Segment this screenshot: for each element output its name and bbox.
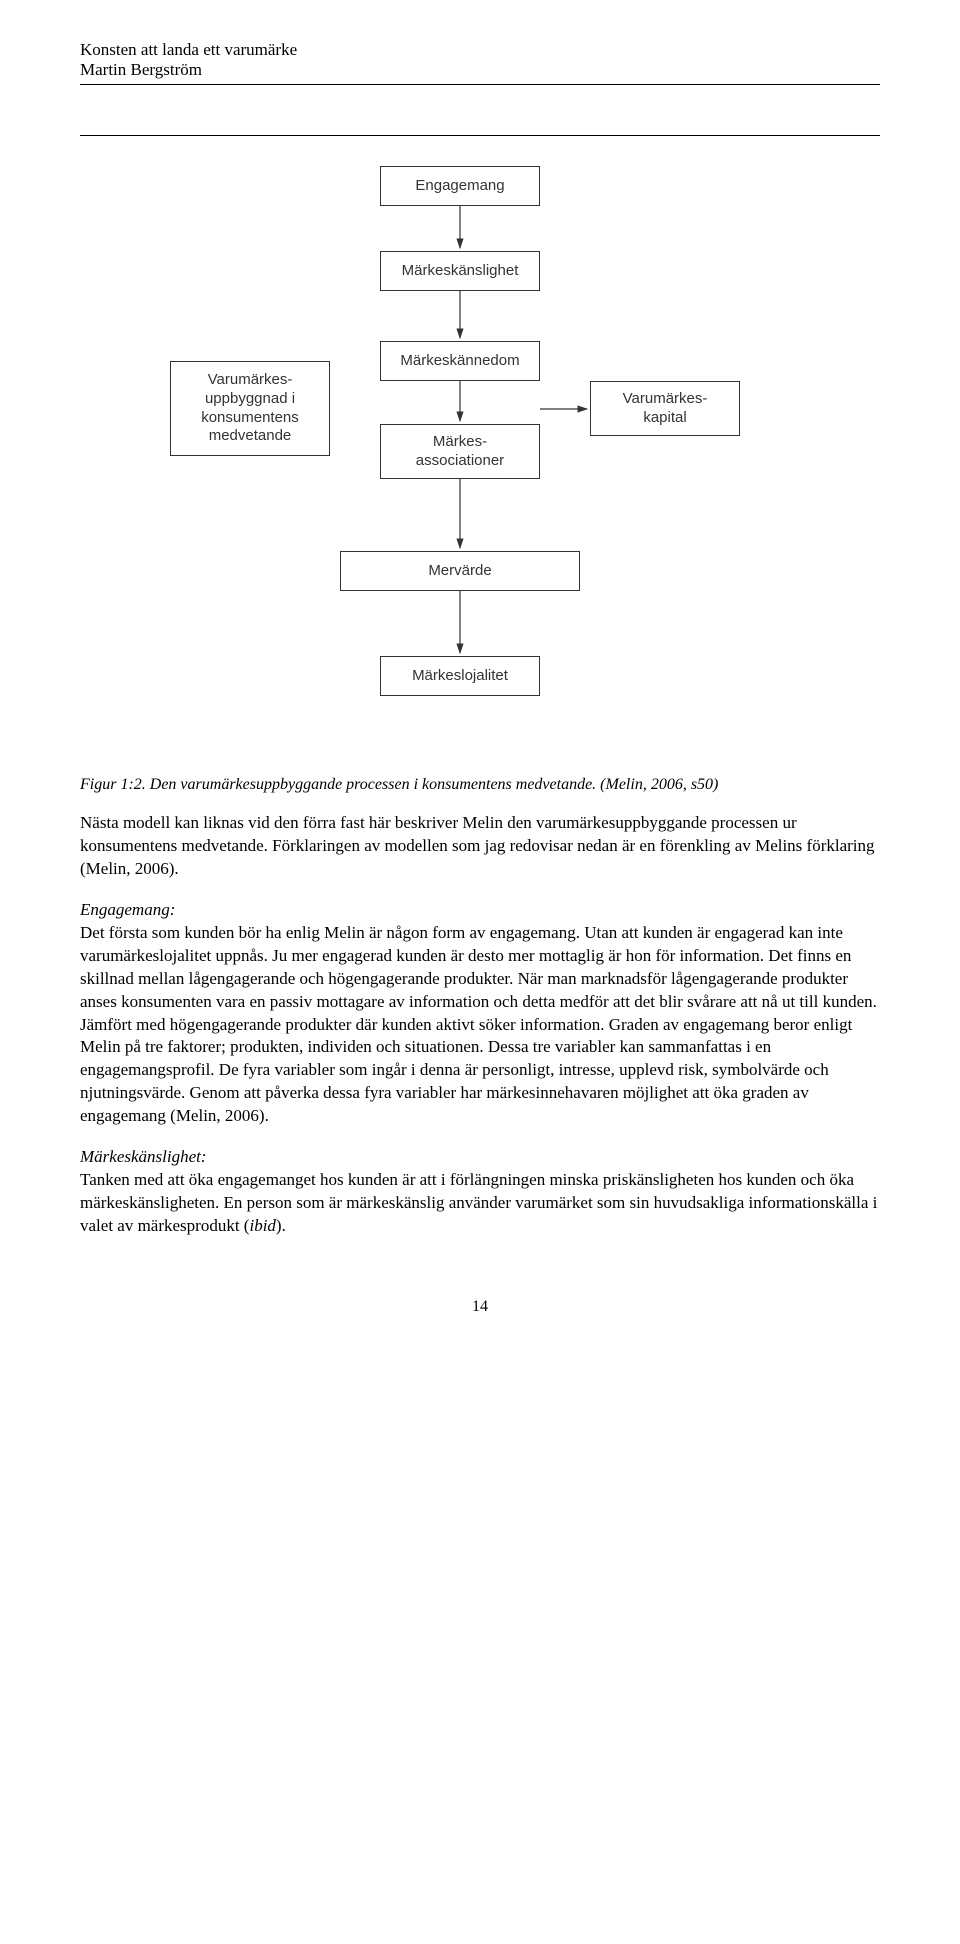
page-number: 14 (80, 1298, 880, 1316)
box-label: Märkeskänslighet (402, 262, 519, 281)
paragraph: Det första som kunden bör ha enlig Melin… (80, 922, 880, 1128)
box-markeskanslighet: Märkeskänslighet (380, 251, 540, 291)
figure-caption: Figur 1:2. Den varumärkesuppbyggande pro… (80, 776, 880, 794)
paragraph: Tanken med att öka engagemanget hos kund… (80, 1169, 880, 1238)
top-rule (80, 135, 880, 136)
flow-diagram: Engagemang Märkeskänslighet Märkeskänned… (130, 166, 830, 756)
box-engagemang: Engagemang (380, 166, 540, 206)
ibid-italic: ibid (249, 1216, 275, 1235)
header-title: Konsten att landa ett varumärke (80, 40, 880, 60)
box-label: Varumärkes- kapital (623, 390, 708, 428)
paragraph: Nästa modell kan liknas vid den förra fa… (80, 812, 880, 881)
page-header: Konsten att landa ett varumärke Martin B… (80, 40, 880, 85)
box-label: Varumärkes- uppbyggnad i konsumentens me… (201, 371, 299, 446)
header-author: Martin Bergström (80, 60, 880, 80)
section-heading-markeskanslighet: Märkeskänslighet: (80, 1146, 880, 1169)
body-text: Nästa modell kan liknas vid den förra fa… (80, 812, 880, 1238)
box-label: Engagemang (415, 177, 504, 196)
box-varumarkeskapital: Varumärkes- kapital (590, 381, 740, 436)
box-label: Mervärde (428, 562, 491, 581)
box-label: Märkeslojalitet (412, 667, 508, 686)
text-run: Tanken med att öka engagemanget hos kund… (80, 1170, 877, 1235)
box-markesassociationer: Märkes- associationer (380, 424, 540, 479)
box-label: Märkeskännedom (400, 352, 519, 371)
box-mervarde: Mervärde (340, 551, 580, 591)
section-heading-engagemang: Engagemang: (80, 899, 880, 922)
box-varumarkesuppbyggnad: Varumärkes- uppbyggnad i konsumentens me… (170, 361, 330, 456)
box-markeslojalitet: Märkeslojalitet (380, 656, 540, 696)
text-run: ). (276, 1216, 286, 1235)
box-label: Märkes- associationer (416, 433, 504, 471)
box-markeskannedom: Märkeskännedom (380, 341, 540, 381)
